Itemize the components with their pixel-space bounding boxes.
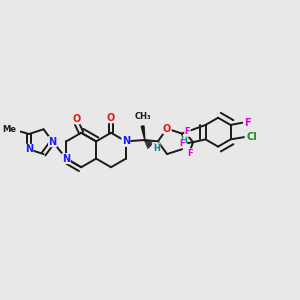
Text: F: F (188, 149, 193, 158)
Text: N: N (25, 144, 33, 154)
Text: Cl: Cl (247, 132, 257, 142)
Text: CH₃: CH₃ (134, 112, 151, 121)
Text: H: H (152, 143, 159, 152)
Text: F: F (244, 118, 251, 128)
Text: N: N (62, 154, 70, 164)
Text: O: O (107, 113, 115, 123)
Text: H: H (180, 136, 187, 145)
Text: O: O (163, 124, 171, 134)
Text: N: N (49, 137, 57, 147)
Text: F: F (179, 139, 185, 148)
Text: F: F (185, 128, 190, 136)
Text: Me: Me (2, 125, 16, 134)
Text: N: N (122, 136, 130, 146)
Text: O: O (72, 114, 80, 124)
Polygon shape (141, 126, 145, 140)
Text: H: H (153, 144, 160, 153)
